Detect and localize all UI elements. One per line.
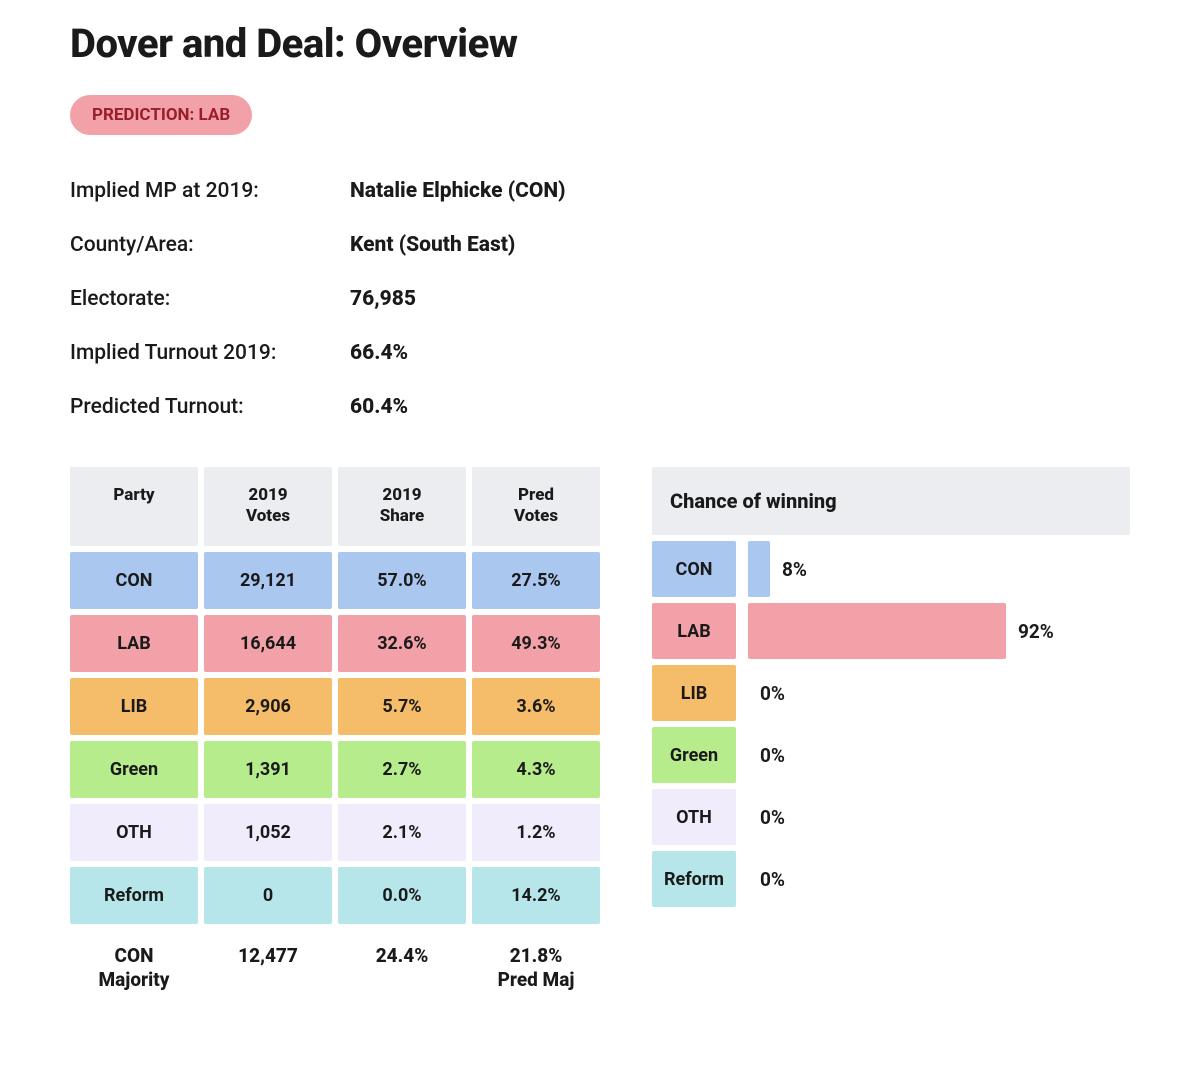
results-cell-share: 0.0% bbox=[338, 867, 466, 924]
results-row: LIB2,9065.7%3.6% bbox=[70, 678, 600, 735]
fact-label: County/Area: bbox=[70, 233, 330, 257]
fact-label: Implied Turnout 2019: bbox=[70, 341, 330, 365]
results-cell-share: 32.6% bbox=[338, 615, 466, 672]
results-cell-votes: 2,906 bbox=[204, 678, 332, 735]
page-title: Dover and Deal: Overview bbox=[70, 20, 1130, 67]
fact-label: Electorate: bbox=[70, 287, 330, 311]
results-footer-cell: CON Majority bbox=[70, 930, 198, 1007]
results-cell-party: Green bbox=[70, 741, 198, 798]
results-cell-share: 5.7% bbox=[338, 678, 466, 735]
chance-party-label: OTH bbox=[652, 789, 736, 845]
results-footer-cell: 21.8% Pred Maj bbox=[472, 930, 600, 1007]
fact-value: Kent (South East) bbox=[350, 233, 1130, 257]
results-cell-pred: 4.3% bbox=[472, 741, 600, 798]
chance-header: Chance of winning bbox=[652, 467, 1130, 535]
results-table: Party2019 Votes2019 SharePred Votes CON29… bbox=[70, 467, 600, 1013]
chance-party-label: LAB bbox=[652, 603, 736, 659]
prediction-pill: PREDICTION: LAB bbox=[70, 95, 252, 135]
fact-value: 60.4% bbox=[350, 395, 1130, 419]
results-header-cell: Party bbox=[70, 467, 198, 546]
chance-bar bbox=[748, 603, 1006, 659]
chance-pct: 0% bbox=[760, 806, 785, 829]
chance-party-label: Green bbox=[652, 727, 736, 783]
results-cell-pred: 1.2% bbox=[472, 804, 600, 861]
fact-label: Implied MP at 2019: bbox=[70, 179, 330, 203]
results-row: LAB16,64432.6%49.3% bbox=[70, 615, 600, 672]
chance-pct: 0% bbox=[760, 868, 785, 891]
fact-value: 66.4% bbox=[350, 341, 1130, 365]
results-cell-votes: 1,052 bbox=[204, 804, 332, 861]
chance-pct: 0% bbox=[760, 744, 785, 767]
results-row: OTH1,0522.1%1.2% bbox=[70, 804, 600, 861]
results-cell-votes: 16,644 bbox=[204, 615, 332, 672]
chance-row: Reform 0% bbox=[652, 851, 1130, 907]
chance-row: OTH 0% bbox=[652, 789, 1130, 845]
chance-pct: 0% bbox=[760, 682, 785, 705]
fact-value: 76,985 bbox=[350, 287, 1130, 311]
results-cell-votes: 29,121 bbox=[204, 552, 332, 609]
chance-party-label: LIB bbox=[652, 665, 736, 721]
results-cell-party: LAB bbox=[70, 615, 198, 672]
results-cell-votes: 0 bbox=[204, 867, 332, 924]
results-header-cell: 2019 Votes bbox=[204, 467, 332, 546]
chance-party-label: Reform bbox=[652, 851, 736, 907]
chance-pct: 8% bbox=[782, 558, 807, 581]
results-row: CON29,12157.0%27.5% bbox=[70, 552, 600, 609]
results-cell-share: 2.7% bbox=[338, 741, 466, 798]
results-row: Green1,3912.7%4.3% bbox=[70, 741, 600, 798]
results-footer-cell: 24.4% bbox=[338, 930, 466, 1007]
results-row: Reform00.0%14.2% bbox=[70, 867, 600, 924]
chance-pct: 92% bbox=[1018, 620, 1054, 643]
results-footer-cell: 12,477 bbox=[204, 930, 332, 1007]
fact-value: Natalie Elphicke (CON) bbox=[350, 179, 1130, 203]
results-cell-share: 2.1% bbox=[338, 804, 466, 861]
results-cell-share: 57.0% bbox=[338, 552, 466, 609]
results-cell-party: Reform bbox=[70, 867, 198, 924]
results-cell-pred: 27.5% bbox=[472, 552, 600, 609]
fact-label: Predicted Turnout: bbox=[70, 395, 330, 419]
results-cell-party: OTH bbox=[70, 804, 198, 861]
chance-panel: Chance of winning CON 8% LAB 92% LIB 0% Green 0%… bbox=[652, 467, 1130, 913]
results-header-cell: 2019 Share bbox=[338, 467, 466, 546]
facts-grid: Implied MP at 2019: Natalie Elphicke (CON… bbox=[70, 179, 1130, 419]
chance-row: CON 8% bbox=[652, 541, 1130, 597]
results-cell-party: CON bbox=[70, 552, 198, 609]
results-cell-pred: 3.6% bbox=[472, 678, 600, 735]
chance-row: Green 0% bbox=[652, 727, 1130, 783]
chance-bar bbox=[748, 541, 770, 597]
chance-row: LIB 0% bbox=[652, 665, 1130, 721]
chance-party-label: CON bbox=[652, 541, 736, 597]
results-cell-pred: 49.3% bbox=[472, 615, 600, 672]
results-cell-votes: 1,391 bbox=[204, 741, 332, 798]
results-header-cell: Pred Votes bbox=[472, 467, 600, 546]
results-cell-party: LIB bbox=[70, 678, 198, 735]
results-cell-pred: 14.2% bbox=[472, 867, 600, 924]
chance-row: LAB 92% bbox=[652, 603, 1130, 659]
